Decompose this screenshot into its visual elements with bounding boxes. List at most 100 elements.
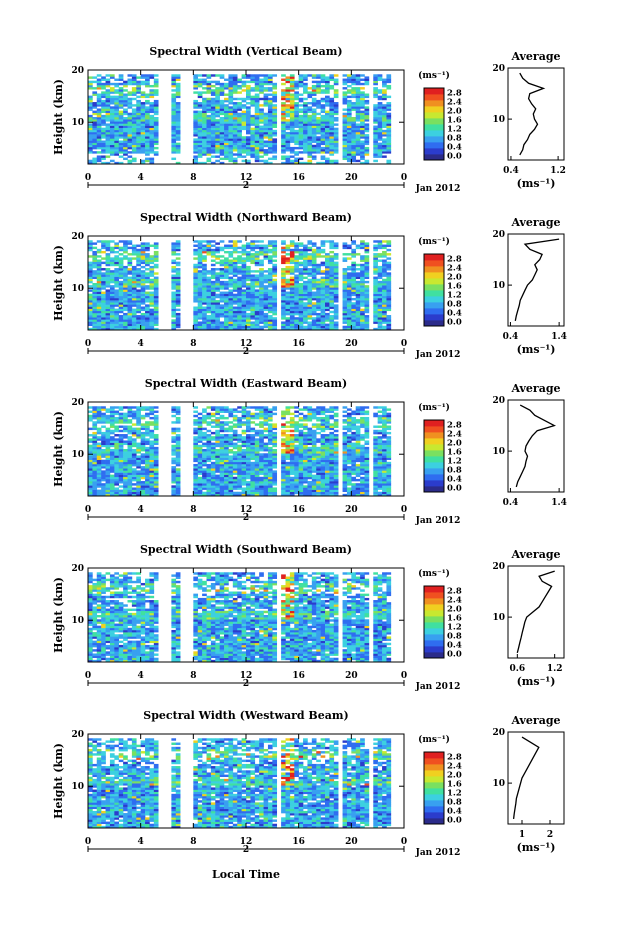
heatmap-cell xyxy=(228,147,233,149)
heatmap-cell xyxy=(281,121,286,123)
heatmap-cell xyxy=(149,145,154,147)
heatmap-cell xyxy=(88,272,93,274)
heatmap-cell xyxy=(356,309,361,311)
heatmap-cell xyxy=(228,100,233,102)
heatmap-cell xyxy=(281,285,286,287)
heatmap-cell xyxy=(316,309,321,311)
heatmap-cell xyxy=(114,492,119,494)
heatmap-cell xyxy=(88,490,93,492)
heatmap-cell xyxy=(224,85,229,87)
heatmap-cell xyxy=(97,481,102,483)
heatmap-cell xyxy=(307,94,312,96)
heatmap-cell xyxy=(242,151,247,153)
heatmap-cell xyxy=(365,268,370,270)
heatmap-cell xyxy=(250,76,255,78)
heatmap-cell xyxy=(281,74,286,76)
heatmap-cell xyxy=(382,289,387,291)
heatmap-cell xyxy=(255,74,260,76)
heatmap-cell xyxy=(360,477,365,479)
heatmap-cell xyxy=(264,309,269,311)
heatmap-cell xyxy=(101,490,106,492)
x-tick-label: 0 xyxy=(401,339,407,349)
heatmap-cell xyxy=(356,283,361,285)
heatmap-cell xyxy=(386,149,391,151)
heatmap-cell xyxy=(281,117,286,119)
heatmap-cell xyxy=(110,91,115,93)
heatmap-cell xyxy=(154,111,159,113)
heatmap-cell xyxy=(145,475,150,477)
heatmap-cell xyxy=(360,145,365,147)
heatmap-cell xyxy=(154,487,159,489)
heatmap-cell xyxy=(145,492,150,494)
heatmap-cell xyxy=(286,143,291,145)
heatmap-cell xyxy=(294,85,299,87)
heatmap-cell xyxy=(303,151,308,153)
heatmap-cell xyxy=(141,242,146,244)
heatmap-cell xyxy=(123,268,128,270)
heatmap-cell xyxy=(255,108,260,110)
heatmap-cell xyxy=(114,153,119,155)
heatmap-cell xyxy=(316,128,321,130)
heatmap-cell xyxy=(215,319,220,321)
heatmap-cell xyxy=(268,326,273,328)
heatmap-cell xyxy=(286,94,291,96)
heatmap-cell xyxy=(246,315,251,317)
heatmap-cell xyxy=(110,121,115,123)
heatmap-cell xyxy=(211,274,216,276)
heatmap-cell xyxy=(378,304,383,306)
heatmap-cell xyxy=(233,143,238,145)
heatmap-cell xyxy=(119,113,124,115)
heatmap-cell xyxy=(224,83,229,85)
heatmap-cell xyxy=(237,298,242,300)
heatmap-cell xyxy=(128,141,133,143)
heatmap-cell xyxy=(92,253,97,255)
heatmap-cell xyxy=(114,100,119,102)
heatmap-cell xyxy=(264,289,269,291)
heatmap-cell xyxy=(242,81,247,83)
heatmap-cell xyxy=(378,143,383,145)
heatmap-cell xyxy=(334,481,339,483)
heatmap-cell xyxy=(171,470,176,472)
heatmap-cell xyxy=(343,102,348,104)
heatmap-cell xyxy=(136,113,141,115)
heatmap-cell xyxy=(176,119,181,121)
heatmap-cell xyxy=(198,473,203,475)
heatmap-cell xyxy=(141,121,146,123)
heatmap-cell xyxy=(250,479,255,481)
heatmap-cell xyxy=(378,326,383,328)
heatmap-cell xyxy=(351,317,356,319)
heatmap-cell xyxy=(294,477,299,479)
heatmap-cell xyxy=(123,134,128,136)
heatmap-cell xyxy=(233,113,238,115)
heatmap-cell xyxy=(110,132,115,134)
heatmap-cell xyxy=(145,268,150,270)
heatmap-cell xyxy=(365,262,370,264)
heatmap-cell xyxy=(246,111,251,113)
heatmap-cell xyxy=(149,492,154,494)
heatmap-cell xyxy=(110,83,115,85)
heatmap-cell xyxy=(215,477,220,479)
heatmap-cell xyxy=(237,147,242,149)
heatmap-cell xyxy=(343,315,348,317)
heatmap-cell xyxy=(272,324,277,326)
heatmap-cell xyxy=(228,260,233,262)
heatmap-cell xyxy=(211,283,216,285)
heatmap-cell xyxy=(92,151,97,153)
heatmap-cell xyxy=(268,490,273,492)
heatmap-cell xyxy=(198,143,203,145)
heatmap-cell xyxy=(145,94,150,96)
heatmap-cell xyxy=(386,315,391,317)
heatmap-cell xyxy=(145,487,150,489)
heatmap-cell xyxy=(237,149,242,151)
heatmap-cell xyxy=(88,477,93,479)
heatmap-cell xyxy=(136,289,141,291)
heatmap-cell xyxy=(378,470,383,472)
heatmap-cell xyxy=(202,268,207,270)
heatmap-cell xyxy=(211,85,216,87)
heatmap-cell xyxy=(290,302,295,304)
heatmap-cell xyxy=(97,313,102,315)
heatmap-cell xyxy=(264,149,269,151)
heatmap-cell xyxy=(202,106,207,108)
heatmap-cell xyxy=(110,294,115,296)
heatmap-cell xyxy=(268,260,273,262)
